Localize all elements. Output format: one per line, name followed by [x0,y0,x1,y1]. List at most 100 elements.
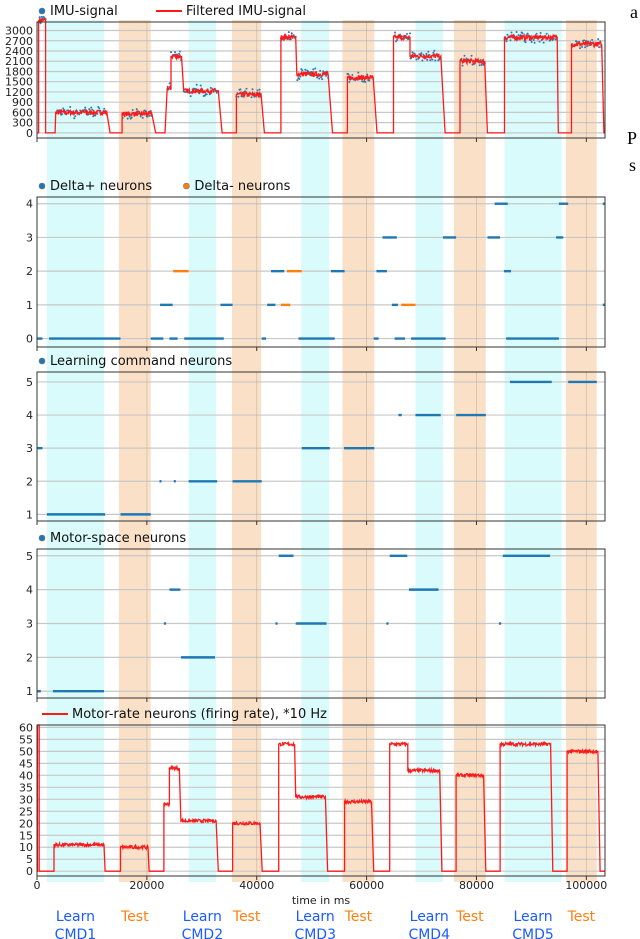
y-tick-label: 30 [19,793,33,806]
imu-sample-point [79,109,82,112]
y-tick-label: 2 [26,265,33,278]
panel-3: 1 2 3 4 5 Learning command neurons [26,354,606,525]
phase-band-test [232,20,262,882]
y-tick-label: 600 [12,106,33,119]
panel-frame [36,548,606,699]
margin-text-p: P [627,128,638,148]
imu-sample-point [39,22,42,25]
phase-label-cmd: CMD3 [294,927,336,939]
panel-frame [36,196,606,348]
imu-sample-point [584,46,587,49]
imu-sample-point [40,15,43,18]
phase-label-learn: Learn [513,909,552,925]
y-tick-label: 5 [26,853,33,866]
y-tick-label: 3 [26,231,33,244]
imu-sample-point [83,108,86,111]
y-tick-label: 0 [26,865,33,878]
phase-band-learn [504,20,562,882]
imu-sample-point [530,41,533,44]
phase-band-learn [188,20,217,882]
phase-band-learn [46,20,105,882]
imu-sample-point [88,108,91,111]
phase-band-learn [301,20,330,882]
imu-sample-point [433,49,436,52]
y-tick-label: 300 [12,117,33,130]
imu-sample-point [509,39,512,42]
y-tick-label: 3 [26,442,33,455]
imu-sample-point [409,57,412,60]
imu-sample-point [538,40,541,43]
x-tick-label: 20000 [129,879,164,892]
imu-sample-point [189,95,192,98]
imu-sample-point [364,81,367,84]
y-tick-label: 1500 [5,76,33,89]
imu-sample-point [461,64,464,67]
phase-band-learn [415,20,443,882]
imu-sample-point [478,64,481,67]
imu-sample-point [348,81,351,84]
imu-sample-point [103,107,106,110]
imu-sample-point [215,91,218,94]
imu-sample-point [256,89,259,92]
x-tick-label: 100000 [565,879,607,892]
x-tick-label: 60000 [349,879,384,892]
imu-sample-point [199,84,202,87]
imu-sample-point [581,45,584,48]
imu-sample-point [319,69,322,72]
imu-sample-point [69,105,72,108]
imu-sample-point [347,73,350,76]
phase-band-test [118,20,151,882]
imu-sample-point [174,51,177,54]
imu-sample-point [429,59,432,62]
imu-sample-point [517,34,520,37]
imu-sample-point [168,82,171,85]
y-tick-label: 1 [26,299,33,312]
legend-marker-icon [38,534,46,542]
phase-label-test: Test [567,909,596,925]
y-tick-label: 2 [26,651,33,664]
y-tick-label: 3 [26,618,33,631]
y-tick-label: 10 [19,841,33,854]
phase-label-learn: Learn [410,909,449,925]
phase-band-test [342,20,375,882]
imu-sample-point [368,79,371,82]
imu-sample-point [598,46,601,49]
imu-sample-point [321,78,324,81]
imu-sample-point [521,32,524,35]
phase-label-learn: Learn [56,909,95,925]
y-tick-label: 2700 [5,35,33,48]
imu-sample-point [396,39,399,42]
imu-sample-point [290,32,293,35]
imu-sample-point [251,88,254,91]
phase-label-cmd: CMD1 [55,927,97,939]
imu-sample-point [431,58,434,61]
imu-sample-point [395,40,398,43]
imu-sample-point [90,106,93,109]
imu-sample-point [241,95,244,98]
imu-sample-point [542,41,545,44]
y-tick-label: 0 [26,127,33,140]
imu-sample-point [554,38,557,41]
y-tick-label: 4 [26,409,33,422]
imu-sample-point [146,115,149,118]
phase-label-learn: Learn [183,909,222,925]
imu-sample-point [237,95,240,98]
imu-sample-point [287,31,290,34]
imu-sample-point [301,69,304,72]
y-tick-label: 15 [19,829,33,842]
imu-sample-point [62,107,65,110]
panel-frame [36,371,606,522]
y-tick-label: 45 [19,757,33,770]
imu-sample-point [74,115,77,118]
imu-sample-point [84,106,87,109]
x-axis-label: time in ms [292,894,351,907]
legend-marker-icon [38,357,46,365]
y-tick-label: 1800 [5,65,33,78]
imu-sample-point [524,41,527,44]
imu-sample-point [253,95,256,98]
imu-sample-point [312,68,315,71]
imu-sample-point [421,59,424,62]
y-tick-label: 40 [19,769,33,782]
